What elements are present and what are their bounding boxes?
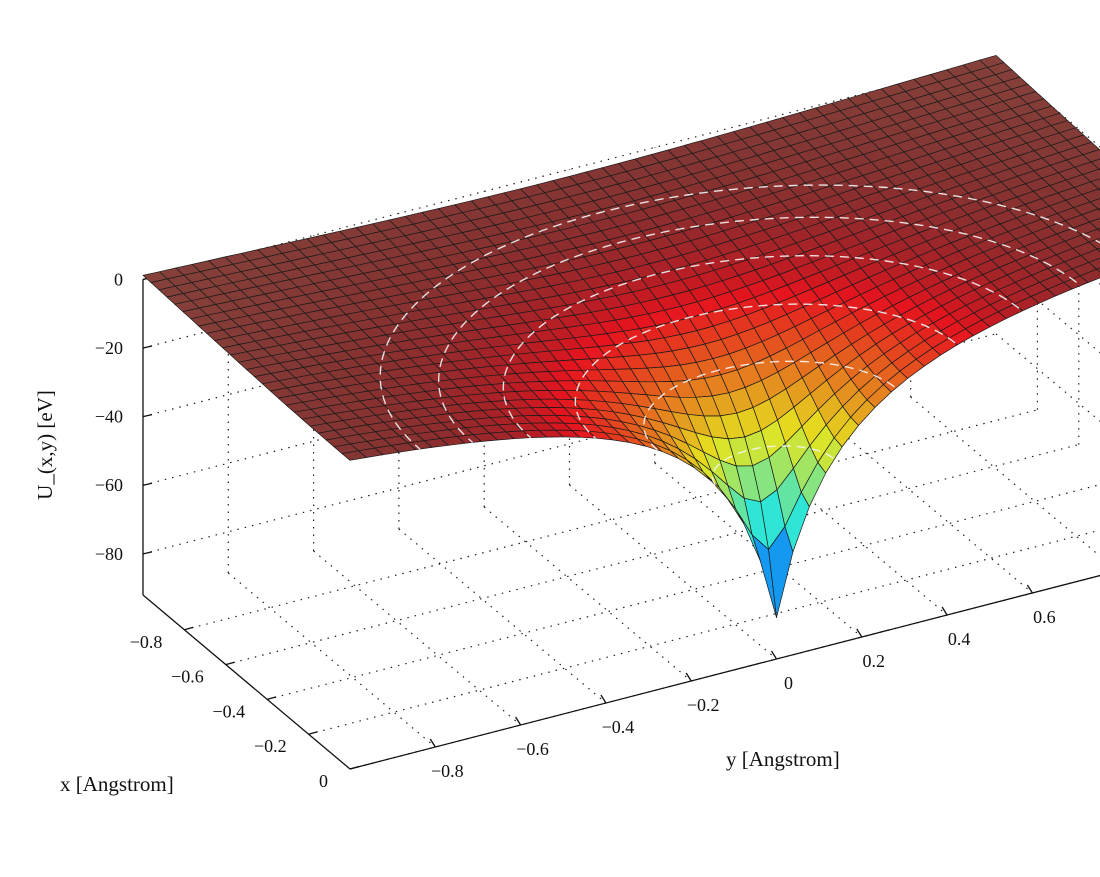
y-tick-label: −0.4 <box>602 717 635 737</box>
y-tick-mark <box>770 650 778 660</box>
y-tick-label: 0.4 <box>948 629 971 649</box>
y-tick-mark <box>1026 584 1033 594</box>
floor-grid-line <box>313 550 521 726</box>
y-tick-label: −0.2 <box>687 695 720 715</box>
y-tick-label: −0.6 <box>516 739 549 759</box>
z-tick-mark <box>142 345 153 349</box>
floor-grid-line <box>227 572 436 748</box>
z-axis-label: U_(x,y) [eV] <box>33 390 57 500</box>
y-axis-label: y [Angstrom] <box>726 747 840 771</box>
floor-grid-line <box>910 396 1100 557</box>
x-tick-mark <box>267 696 277 701</box>
y-tick-mark <box>515 716 522 726</box>
floor-grid-line <box>569 484 777 660</box>
y-tick-label: 0.6 <box>1033 607 1056 627</box>
y-tick-label: −0.8 <box>431 761 464 781</box>
y-tick-mark <box>429 738 436 748</box>
z-tick-label: −20 <box>95 338 123 358</box>
floor-grid-line <box>398 528 607 704</box>
contour-lines <box>379 184 1100 490</box>
contour-line <box>502 254 1020 439</box>
z-tick-mark <box>142 551 153 555</box>
floor-grid-line <box>825 418 1033 594</box>
z-tick-label: −40 <box>95 407 123 427</box>
contour-line <box>438 216 1077 443</box>
y-tick-mark <box>856 628 863 638</box>
x-tick-label: 0 <box>319 771 328 791</box>
z-tick-label: −60 <box>95 475 123 495</box>
x-tick-label: −0.6 <box>171 667 204 687</box>
z-tick-label: 0 <box>114 269 123 289</box>
tick-labels: 0 −20 −40 −60 −80 −0.8 −0.6 −0.4 −0.2 0 −0.8 −0.6 −0… <box>95 269 1056 791</box>
y-tick-label: 0.2 <box>863 651 886 671</box>
z-tick-mark <box>142 482 153 486</box>
floor-grid-line <box>184 409 1038 631</box>
x-tick-mark <box>349 765 360 770</box>
y-tick-mark <box>600 694 607 704</box>
potential-surface <box>142 55 1100 618</box>
x-tick-label: −0.2 <box>254 736 287 756</box>
floor-grid-line <box>267 483 1100 700</box>
z-tick-label: −80 <box>95 544 123 564</box>
side-wall-grid-line <box>995 333 1100 423</box>
x-axis-label: x [Angstrom] <box>60 772 174 796</box>
x-tick-label: −0.8 <box>130 632 163 652</box>
contour-line <box>643 360 895 451</box>
contour-line <box>379 184 1100 450</box>
y-tick-label: 0 <box>784 673 793 693</box>
surface-cell <box>341 450 367 461</box>
axes <box>142 276 1100 770</box>
x-tick-label: −0.4 <box>213 701 246 721</box>
x-tick-mark <box>225 661 235 666</box>
contour-line <box>574 303 956 439</box>
x-tick-mark <box>308 731 318 735</box>
x-axis-line <box>142 594 351 770</box>
x-tick-mark <box>184 626 194 631</box>
y-tick-mark <box>685 672 692 682</box>
y-tick-mark <box>941 606 948 616</box>
z-tick-mark <box>142 414 153 418</box>
floor-grid-line <box>483 506 692 682</box>
